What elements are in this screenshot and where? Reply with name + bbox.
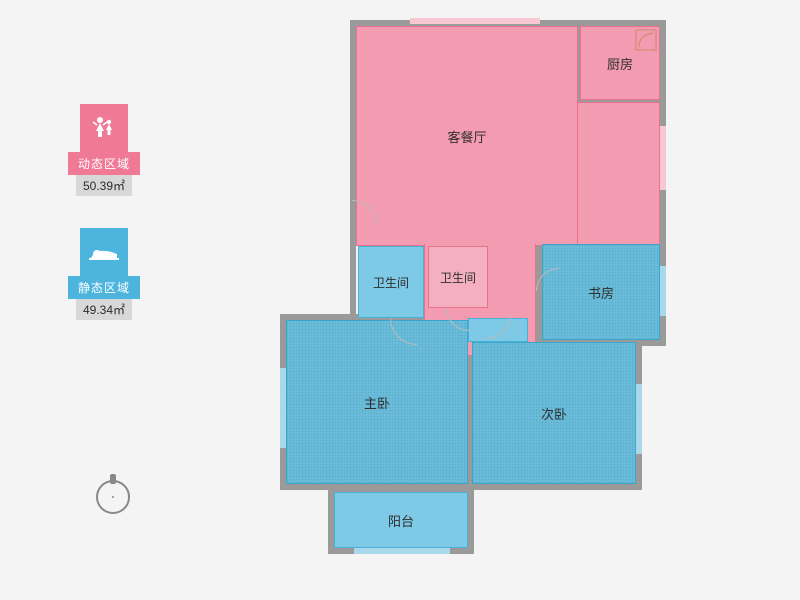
window-top xyxy=(410,18,540,24)
room-kitchen: 厨房 xyxy=(580,26,660,100)
room-balcony: 阳台 xyxy=(334,492,468,548)
room-kitchen-label: 厨房 xyxy=(607,54,633,73)
legend-static: 静态区域 49.34㎡ xyxy=(68,228,140,320)
window-balcony xyxy=(354,548,450,554)
floor-plan-canvas: 动态区域 50.39㎡ 静态区域 49.34㎡ 客餐厅 xyxy=(0,0,800,600)
people-icon xyxy=(89,113,119,143)
room-living-ext2 xyxy=(578,102,660,246)
room-bath2: 卫生间 xyxy=(428,246,488,308)
room-bath2-label: 卫生间 xyxy=(440,269,476,286)
legend-dynamic-icon xyxy=(80,104,128,152)
legend-dynamic: 动态区域 50.39㎡ xyxy=(68,104,140,196)
sleep-icon xyxy=(87,240,121,264)
room-bath1: 卫生间 xyxy=(358,246,424,318)
room-master-label: 主卧 xyxy=(364,393,390,412)
legend-dynamic-label: 动态区域 xyxy=(68,152,140,175)
room-living: 客餐厅 xyxy=(356,26,578,246)
room-master: 主卧 xyxy=(286,320,468,484)
window-left xyxy=(280,368,286,448)
room-second: 次卧 xyxy=(472,342,636,484)
room-living-label: 客餐厅 xyxy=(447,127,486,146)
room-study-label: 书房 xyxy=(588,283,614,302)
window-right-2 xyxy=(660,266,666,316)
legend: 动态区域 50.39㎡ 静态区域 49.34㎡ xyxy=(68,104,140,352)
room-balcony-label: 阳台 xyxy=(388,511,414,530)
room-second-label: 次卧 xyxy=(541,404,567,423)
window-right-3 xyxy=(636,384,642,454)
legend-static-label: 静态区域 xyxy=(68,276,140,299)
window-right-1 xyxy=(660,126,666,190)
sink-icon xyxy=(635,29,657,51)
legend-static-value: 49.34㎡ xyxy=(76,299,132,320)
compass-icon xyxy=(96,480,130,514)
floor-plan: 客餐厅 厨房 卫生间 卫生间 书房 主卧 次卧 阳台 xyxy=(280,18,700,574)
room-study: 书房 xyxy=(542,244,660,340)
room-bath1-label: 卫生间 xyxy=(373,274,409,291)
legend-dynamic-value: 50.39㎡ xyxy=(76,175,132,196)
legend-static-icon xyxy=(80,228,128,276)
